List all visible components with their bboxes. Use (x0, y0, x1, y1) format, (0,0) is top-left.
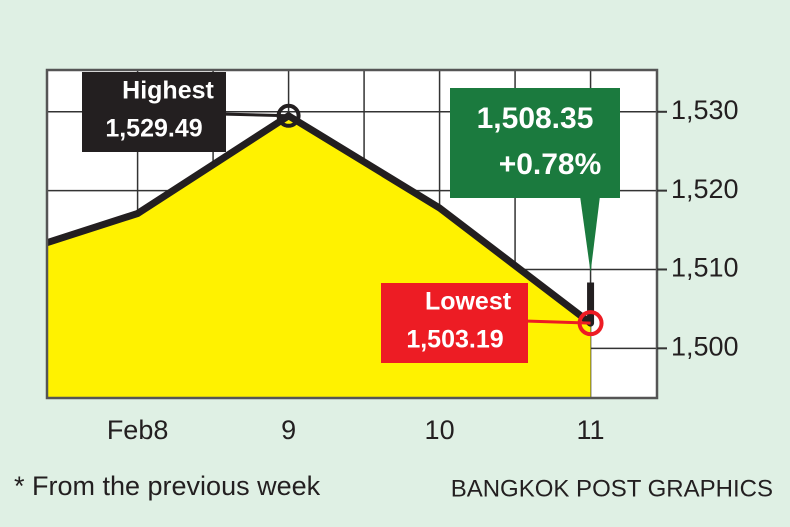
high-title: Highest (122, 77, 214, 105)
close-pointer (580, 196, 600, 273)
y-tick-label: 1,520 (671, 174, 739, 204)
high-marker (276, 103, 301, 128)
footnote: * From the previous week (14, 471, 321, 501)
low-value: 1,503.19 (406, 326, 503, 354)
credit: BANGKOK POST GRAPHICS (451, 475, 773, 502)
x-tick-label: Feb8 (107, 415, 169, 445)
low-box (381, 283, 528, 363)
y-tick-label: 1,510 (671, 253, 739, 283)
high-value: 1,529.49 (105, 115, 202, 143)
low-title: Lowest (425, 288, 512, 316)
close-value: 1,508.35 (477, 102, 594, 135)
y-tick-label: 1,530 (671, 95, 739, 125)
line (45, 112, 595, 327)
x-tick-label: 11 (577, 415, 605, 445)
x-tick-label: 9 (281, 415, 296, 445)
y-tick-label: 1,500 (671, 331, 739, 361)
close-change: +0.78% (499, 148, 602, 181)
high-box (82, 72, 226, 152)
close-box (450, 88, 620, 198)
x-tick-label: 10 (425, 415, 455, 445)
plot-border (45, 68, 659, 400)
low-marker (577, 310, 604, 337)
